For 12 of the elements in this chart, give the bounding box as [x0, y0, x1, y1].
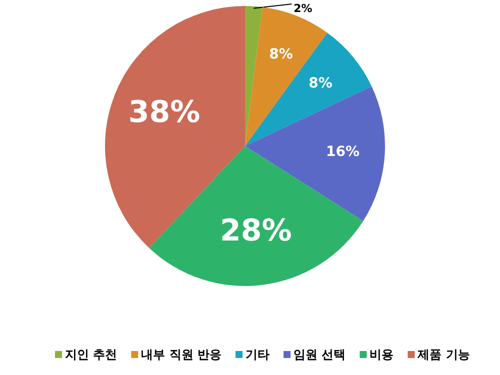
legend-label: 제품 기능: [416, 347, 470, 362]
data-label: 8%: [269, 46, 293, 63]
legend-label: 내부 직원 반응: [141, 347, 222, 362]
data-label: 28%: [220, 213, 292, 248]
data-label: 8%: [308, 75, 332, 92]
data-label: 38%: [128, 95, 200, 130]
legend-label: 임원 선택: [294, 347, 346, 362]
data-label: 2%: [294, 2, 312, 16]
data-label: 16%: [326, 144, 360, 160]
legend-label: 기타: [246, 347, 270, 362]
legend-label: 지인 추천: [65, 347, 118, 362]
legend-label: 비용: [370, 347, 394, 362]
